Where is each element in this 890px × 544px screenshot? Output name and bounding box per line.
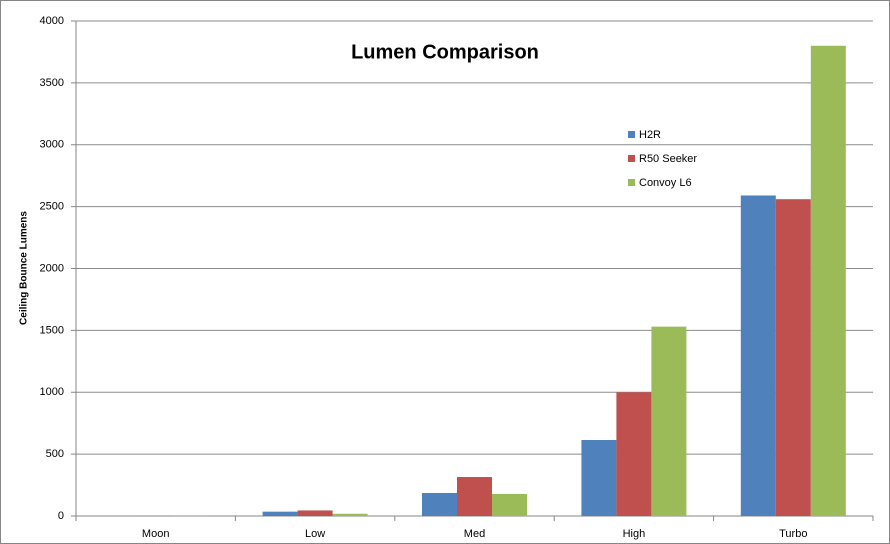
x-tick-label: Moon: [142, 528, 170, 540]
y-tick-label: 2000: [40, 262, 64, 274]
bar: [332, 513, 368, 516]
bar: [262, 511, 298, 516]
bar: [457, 477, 492, 516]
y-tick-label: 1000: [40, 386, 64, 398]
x-tick-label: Turbo: [779, 528, 807, 540]
bar: [810, 45, 846, 516]
x-tick-label: High: [623, 528, 646, 540]
bar: [422, 492, 457, 516]
bar: [297, 510, 333, 516]
y-axis-label: Ceiling Bounce Lumens: [19, 211, 30, 325]
y-tick-label: 4000: [40, 15, 64, 27]
bar: [775, 199, 811, 516]
y-tick-label: 2500: [40, 201, 64, 213]
y-tick-label: 500: [46, 448, 64, 460]
bar: [492, 493, 527, 516]
legend-swatch: [628, 179, 635, 186]
bar: [651, 326, 687, 516]
bar: [740, 195, 776, 517]
y-tick-label: 1500: [40, 324, 64, 336]
x-tick-label: Low: [305, 528, 325, 540]
legend-label: Convoy L6: [639, 177, 692, 189]
chart-title: Lumen Comparison: [351, 41, 539, 63]
legend-label: R50 Seeker: [639, 153, 697, 165]
legend-label: H2R: [639, 129, 661, 141]
y-tick-label: 0: [58, 510, 64, 522]
y-tick-label: 3500: [40, 77, 64, 89]
y-tick-label: 3000: [40, 139, 64, 151]
bar: [616, 392, 652, 516]
bar: [581, 440, 617, 516]
x-tick-label: Med: [464, 528, 485, 540]
legend-swatch: [628, 131, 635, 138]
legend-swatch: [628, 155, 635, 162]
